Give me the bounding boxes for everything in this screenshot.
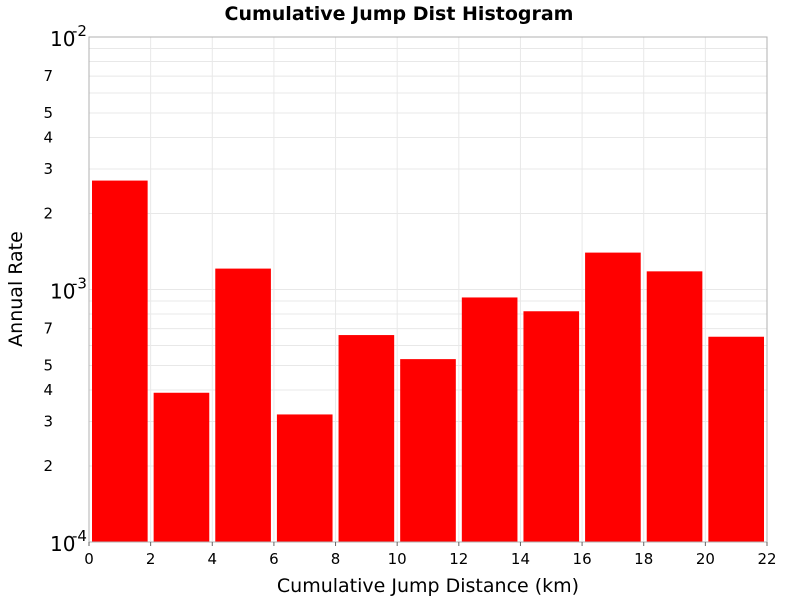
histogram-bar-4	[338, 335, 395, 542]
histogram-bar-9	[646, 271, 703, 542]
y-axis-label: Annual Rate	[5, 231, 27, 347]
histogram-bar-3	[276, 414, 333, 542]
y-minor-tick-label-2: 4	[43, 381, 53, 399]
x-tick-label-1: 2	[146, 550, 156, 568]
y-minor-tick-label-1: 3	[43, 413, 53, 431]
y-tick-base: 10	[50, 280, 75, 304]
y-tick-base: 10	[50, 27, 75, 51]
x-tick-label-0: 0	[84, 550, 94, 568]
x-tick-label-4: 8	[331, 550, 341, 568]
x-tick-label-10: 20	[696, 550, 715, 568]
plot-frame	[88, 36, 768, 543]
x-tick-label-5: 10	[388, 550, 407, 568]
bars-layer	[92, 180, 764, 543]
x-tick-label-7: 14	[511, 550, 530, 568]
x-tick-label-3: 6	[269, 550, 279, 568]
histogram-bar-2	[215, 268, 271, 542]
chart-title: Cumulative Jump Dist Histogram	[225, 3, 574, 25]
x-tick-label-11: 22	[757, 550, 776, 568]
histogram-bar-6	[461, 297, 518, 542]
y-minor-tick-label-7: 4	[43, 128, 53, 146]
y-tick-exponent: -2	[72, 22, 87, 40]
x-tick-label-2: 4	[207, 550, 217, 568]
histogram-bar-7	[523, 311, 580, 542]
y-minor-tick-label-0: 2	[43, 457, 53, 475]
x-tick-label-8: 16	[573, 550, 592, 568]
y-tick-base: 10	[50, 532, 75, 556]
y-tick-exponent: -4	[72, 527, 87, 545]
y-minor-tick-label-5: 2	[43, 204, 53, 222]
histogram-bar-0	[92, 180, 148, 543]
y-minor-tick-label-9: 7	[43, 67, 53, 85]
x-tick-label-6: 12	[449, 550, 468, 568]
histogram-bar-1	[153, 392, 210, 542]
histogram-bar-5	[400, 359, 456, 542]
y-major-tick-label-1: 10-3	[50, 275, 87, 304]
histogram-bar-8	[585, 252, 641, 543]
histogram-bar-10	[708, 336, 764, 542]
y-minor-tick-label-6: 3	[43, 160, 53, 178]
y-minor-tick-label-8: 5	[43, 104, 53, 122]
ticks-layer: 0 2 4 6 8 10 12 14 16 18 20 22234572345710-410-310-…	[43, 22, 776, 568]
y-minor-tick-label-4: 7	[43, 320, 53, 338]
y-major-tick-label-0: 10-4	[50, 527, 87, 556]
y-minor-tick-label-3: 5	[43, 357, 53, 375]
x-tick-label-9: 18	[634, 550, 653, 568]
y-tick-exponent: -3	[72, 275, 87, 293]
y-major-tick-label-2: 10-2	[50, 22, 87, 51]
x-axis-label: Cumulative Jump Distance (km)	[277, 575, 579, 597]
